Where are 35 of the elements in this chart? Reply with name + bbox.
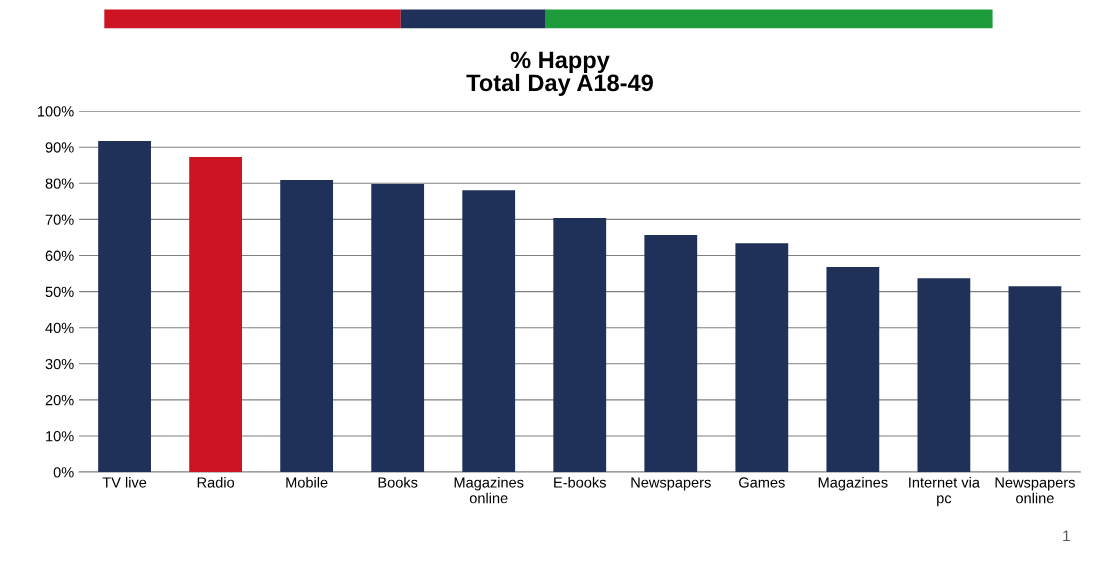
x-tick-label: Magazines online — [454, 476, 524, 504]
y-tick-label: 80% — [45, 178, 74, 189]
bar — [553, 217, 607, 473]
x-tick-label: Internet via pc — [909, 476, 980, 507]
y-tick-label: 100% — [38, 106, 74, 117]
y-tick-label: 70% — [45, 214, 74, 225]
y-tick-label: 90% — [45, 142, 74, 153]
bar — [826, 267, 880, 473]
bar — [917, 278, 971, 473]
x-tick-label: E-books — [554, 476, 606, 488]
bar — [735, 243, 789, 473]
bar — [280, 180, 334, 473]
y-tick-label: 40% — [45, 322, 74, 334]
y-tick-label: 60% — [45, 250, 74, 261]
chart-title: % Happy Total Day A18-49 — [466, 51, 653, 96]
x-tick-label: Radio — [197, 476, 235, 488]
text: 1 — [1063, 530, 1070, 542]
bar — [189, 156, 243, 473]
y-tick-label: 50% — [45, 286, 74, 298]
x-tick-label: Newspapers — [631, 477, 711, 491]
y-tick-label: 30% — [45, 358, 74, 370]
bar — [371, 184, 425, 473]
x-tick-label: Mobile — [286, 476, 328, 488]
bar — [1008, 286, 1062, 473]
bar — [462, 190, 516, 473]
y-tick-label: 0% — [53, 467, 74, 478]
y-tick-label: 10% — [46, 431, 74, 442]
x-tick-label: Games — [739, 477, 785, 488]
x-tick-label: TV live — [102, 476, 147, 488]
y-tick-label: 20% — [45, 394, 74, 406]
x-tick-label: Books — [378, 476, 418, 488]
x-tick-label: Newspapers online — [995, 477, 1075, 504]
x-tick-label: Magazines — [818, 476, 888, 491]
bar — [98, 141, 151, 473]
bar — [644, 234, 698, 473]
